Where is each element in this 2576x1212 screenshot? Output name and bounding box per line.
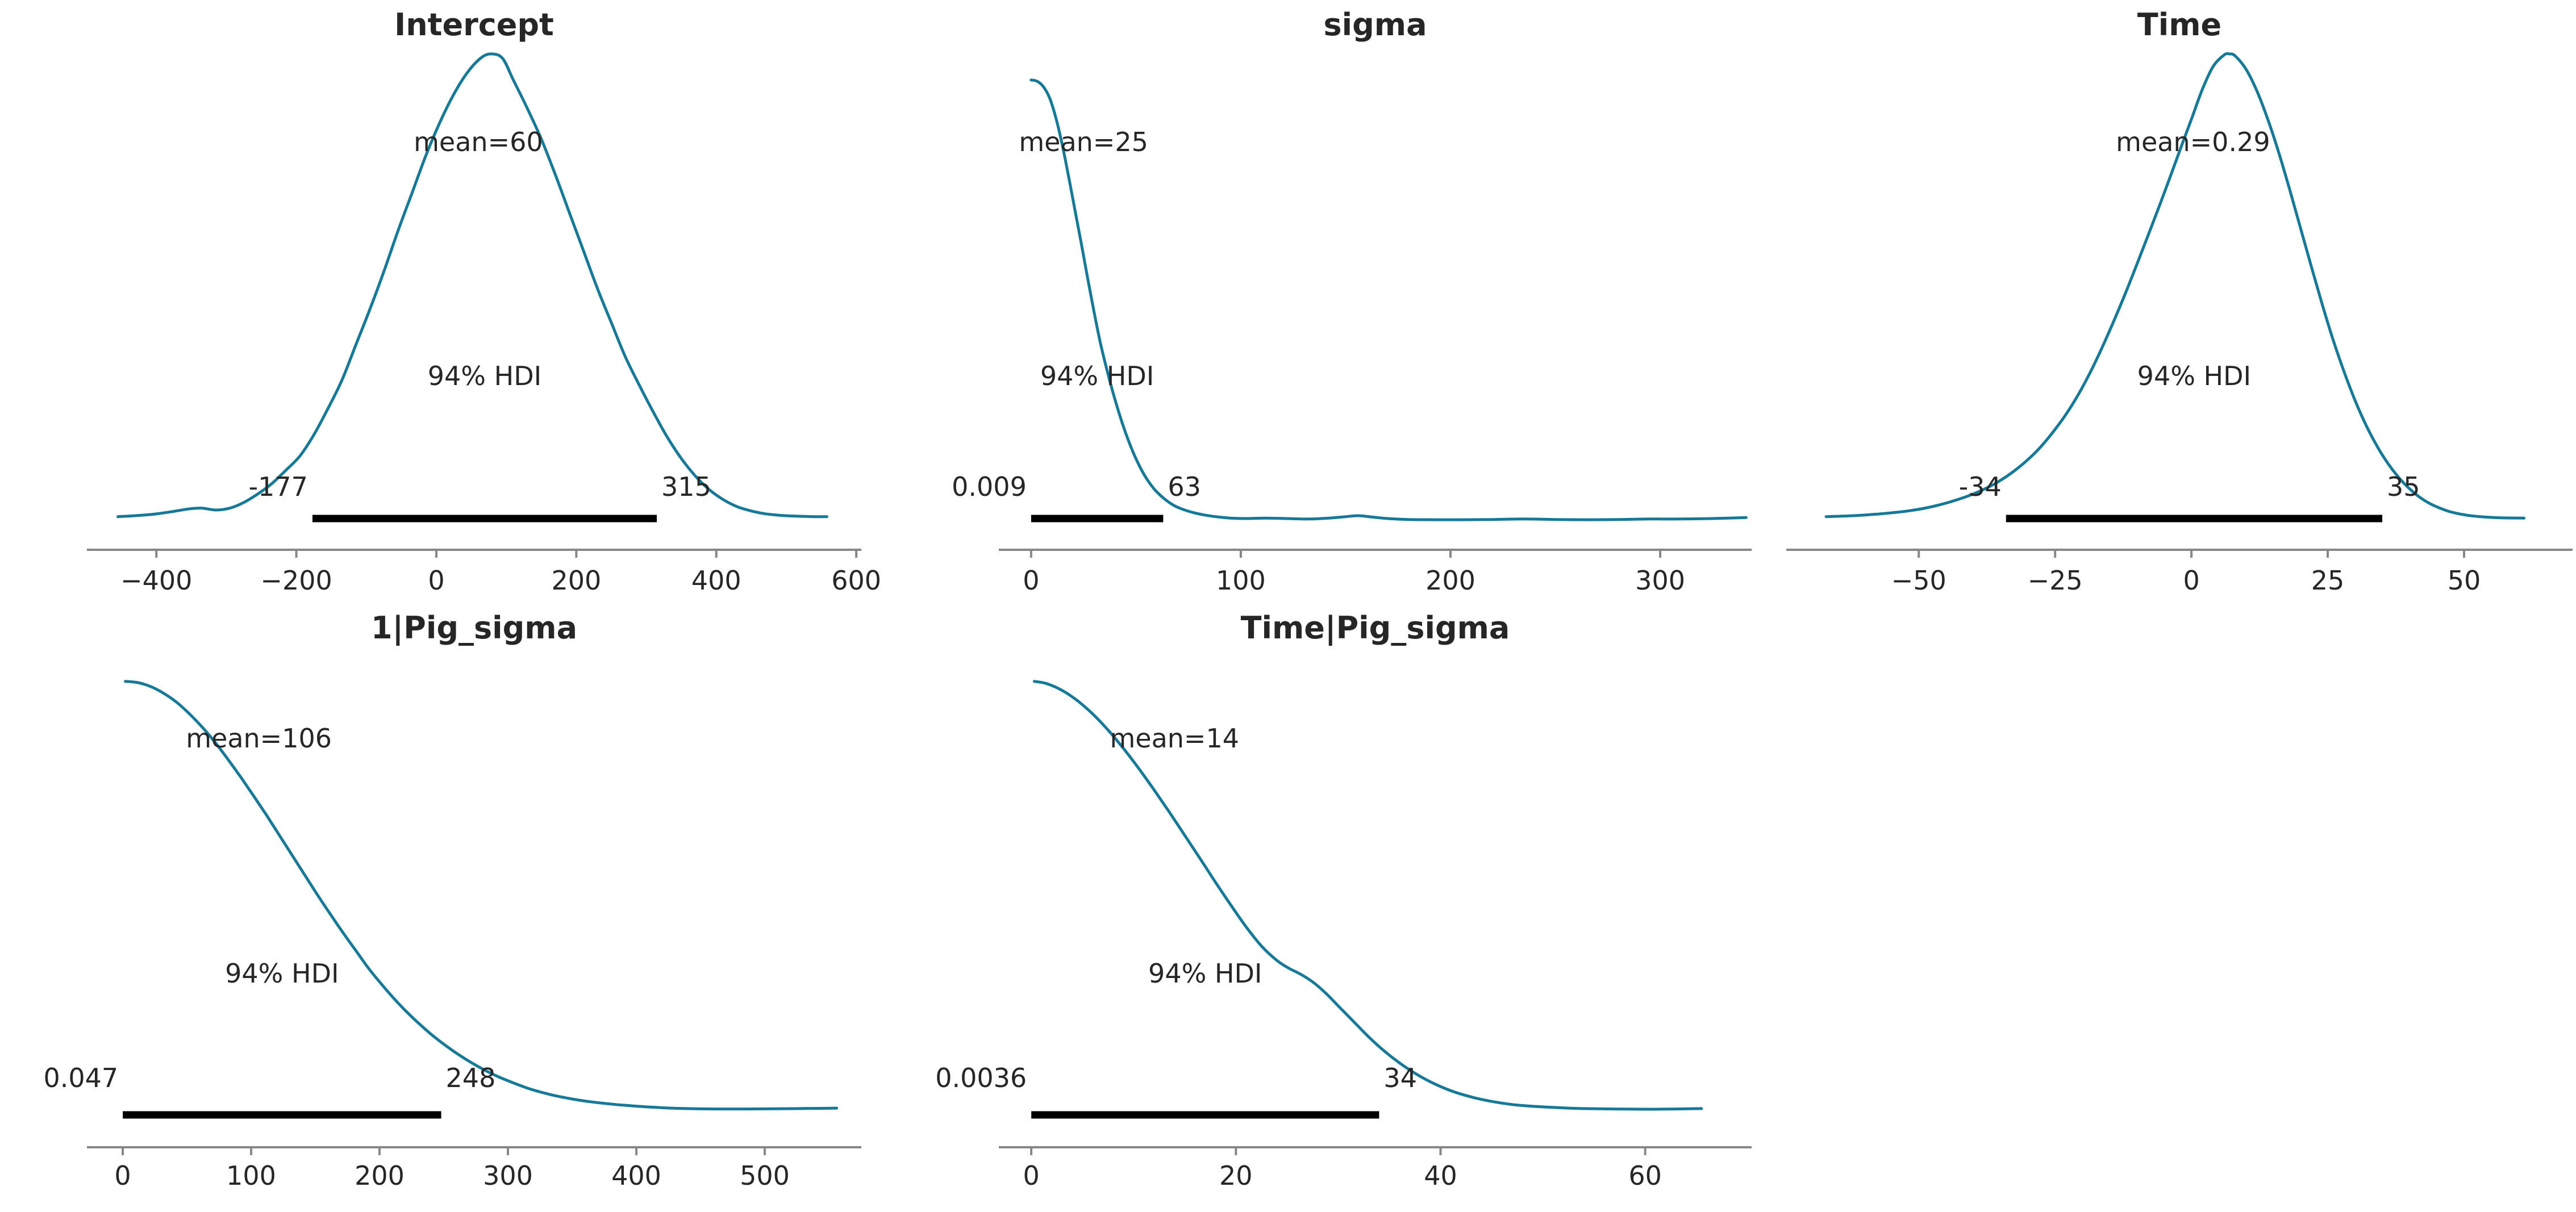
- hdi-lower-value: 0.009: [952, 471, 1027, 502]
- hdi-lower-value: 0.0036: [935, 1063, 1027, 1093]
- x-tick-label: −25: [2027, 565, 2083, 596]
- hdi-upper-value: 315: [661, 471, 711, 502]
- hdi-lower-value: -177: [248, 471, 308, 502]
- x-tick-label: 0: [428, 565, 445, 596]
- x-tick-label: 100: [226, 1160, 276, 1191]
- kde-density-curve: [1824, 52, 2526, 520]
- hdi-interval-bar: [1031, 515, 1164, 523]
- kde-density-curve: [1029, 78, 1748, 521]
- plot-title: sigma: [1323, 7, 1427, 43]
- x-tick-label: −50: [1891, 565, 1946, 596]
- plot-title: 1|Pig_sigma: [370, 610, 578, 646]
- x-tick-label: 0: [1023, 565, 1040, 596]
- plot-title: Time: [2137, 7, 2222, 43]
- hdi-interval-bar: [123, 1111, 441, 1119]
- x-tick-label: 200: [1425, 565, 1475, 596]
- hdi-upper-value: 63: [1168, 471, 1201, 502]
- mean-label: mean=25: [1019, 127, 1148, 157]
- hdi-lower-value: 0.047: [43, 1063, 119, 1093]
- x-tick-label: 25: [2311, 565, 2345, 596]
- mean-label: mean=60: [414, 127, 543, 157]
- hdi-label: 94% HDI: [427, 361, 542, 391]
- x-tick-label: 40: [1424, 1160, 1457, 1191]
- x-tick-label: 400: [611, 1160, 661, 1191]
- hdi-upper-value: 34: [1383, 1063, 1417, 1093]
- kde-density-curve: [124, 680, 839, 1111]
- x-tick-label: 20: [1219, 1160, 1253, 1191]
- hdi-interval-bar: [2006, 515, 2383, 523]
- mean-label: mean=106: [186, 723, 332, 754]
- x-tick-label: 100: [1216, 565, 1266, 596]
- hdi-interval-bar: [1031, 1111, 1379, 1119]
- hdi-upper-value: 35: [2387, 471, 2420, 502]
- hdi-label: 94% HDI: [2137, 361, 2252, 391]
- hdi-upper-value: 248: [445, 1063, 496, 1093]
- x-tick-label: 600: [831, 565, 882, 596]
- x-tick-label: 0: [1023, 1160, 1040, 1191]
- x-tick-label: 60: [1628, 1160, 1662, 1191]
- x-tick-label: −200: [260, 565, 332, 596]
- plot-title: Intercept: [394, 7, 554, 43]
- x-tick-label: 500: [740, 1160, 790, 1191]
- x-tick-label: 300: [483, 1160, 533, 1191]
- hdi-label: 94% HDI: [1148, 958, 1262, 989]
- mean-label: mean=14: [1110, 723, 1239, 754]
- hdi-label: 94% HDI: [225, 958, 339, 989]
- x-tick-label: 200: [551, 565, 602, 596]
- mean-label: mean=0.29: [2116, 127, 2270, 157]
- hdi-interval-bar: [312, 515, 657, 523]
- x-tick-label: 300: [1635, 565, 1685, 596]
- hdi-lower-value: -34: [1958, 471, 2002, 502]
- x-tick-label: 0: [2183, 565, 2200, 596]
- x-tick-label: 200: [355, 1160, 405, 1191]
- x-tick-label: 400: [691, 565, 741, 596]
- x-tick-label: 0: [114, 1160, 131, 1191]
- x-tick-label: −400: [120, 565, 193, 596]
- x-tick-label: 50: [2447, 565, 2481, 596]
- plot-title: Time|Pig_sigma: [1240, 610, 1510, 646]
- kde-density-curve: [116, 52, 828, 519]
- hdi-label: 94% HDI: [1040, 361, 1154, 391]
- kde-density-curve: [1033, 680, 1703, 1111]
